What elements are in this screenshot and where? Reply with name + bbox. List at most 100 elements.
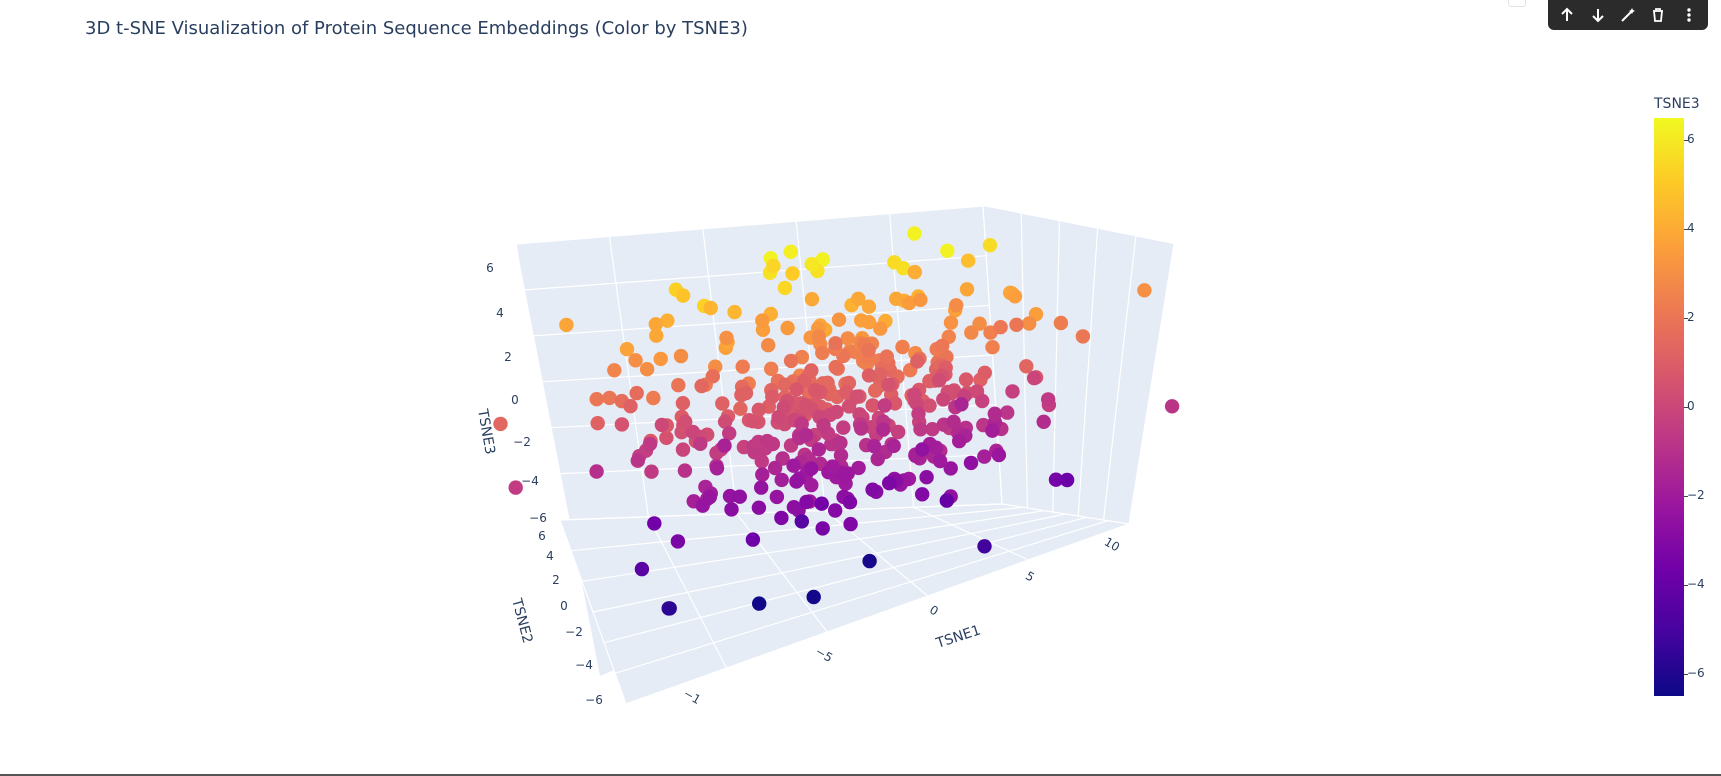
data-point[interactable] <box>815 345 830 361</box>
data-point[interactable] <box>559 317 574 333</box>
data-point[interactable] <box>789 474 804 489</box>
camera-icon[interactable] <box>1508 0 1526 7</box>
data-point[interactable] <box>755 313 770 328</box>
data-point[interactable] <box>975 393 990 409</box>
data-point[interactable] <box>733 401 748 416</box>
data-point[interactable] <box>648 317 663 332</box>
data-point[interactable] <box>1164 399 1180 414</box>
data-point[interactable] <box>1000 405 1015 420</box>
data-point[interactable] <box>891 424 906 440</box>
data-point[interactable] <box>654 417 670 433</box>
data-point[interactable] <box>649 328 664 343</box>
data-point[interactable] <box>705 369 720 384</box>
data-point[interactable] <box>811 329 826 344</box>
data-point[interactable] <box>831 312 847 327</box>
data-point[interactable] <box>943 461 958 476</box>
data-point[interactable] <box>766 258 781 274</box>
data-point[interactable] <box>628 353 643 368</box>
data-point[interactable] <box>828 503 843 518</box>
data-point[interactable] <box>646 390 661 406</box>
data-point[interactable] <box>961 253 976 268</box>
data-point[interactable] <box>709 461 725 476</box>
data-point[interactable] <box>982 238 998 253</box>
data-point[interactable] <box>806 589 821 605</box>
data-point[interactable] <box>767 460 783 476</box>
data-point[interactable] <box>833 448 849 463</box>
data-point[interactable] <box>589 464 604 479</box>
data-point[interactable] <box>868 383 883 398</box>
data-point[interactable] <box>703 300 718 316</box>
data-point[interactable] <box>732 489 747 504</box>
move-up-button[interactable] <box>1554 2 1580 28</box>
data-point[interactable] <box>751 402 766 417</box>
data-point[interactable] <box>949 298 964 313</box>
data-point[interactable] <box>693 436 708 451</box>
data-point[interactable] <box>854 313 869 328</box>
data-point[interactable] <box>861 368 877 383</box>
data-point[interactable] <box>1005 384 1020 399</box>
data-point[interactable] <box>1019 359 1034 374</box>
data-point[interactable] <box>607 363 622 378</box>
data-point[interactable] <box>685 424 700 440</box>
data-point[interactable] <box>508 480 523 495</box>
data-point[interactable] <box>673 348 689 364</box>
data-point[interactable] <box>777 280 793 296</box>
data-point[interactable] <box>662 601 677 616</box>
data-point[interactable] <box>715 396 730 411</box>
data-point[interactable] <box>677 463 693 478</box>
data-point[interactable] <box>717 414 733 429</box>
data-point[interactable] <box>851 291 866 306</box>
data-point[interactable] <box>764 361 779 376</box>
data-point[interactable] <box>660 313 675 328</box>
data-point[interactable] <box>774 472 789 488</box>
data-point[interactable] <box>765 389 780 404</box>
data-point[interactable] <box>675 288 691 303</box>
data-point[interactable] <box>977 365 992 380</box>
data-point[interactable] <box>935 338 950 354</box>
data-point[interactable] <box>877 398 892 413</box>
data-point[interactable] <box>915 487 930 502</box>
data-point[interactable] <box>752 596 767 611</box>
data-point[interactable] <box>804 292 820 307</box>
data-point[interactable] <box>675 396 691 411</box>
data-point[interactable] <box>911 406 926 421</box>
data-point[interactable] <box>854 421 869 436</box>
data-point[interactable] <box>745 532 761 547</box>
data-point[interactable] <box>814 496 829 511</box>
data-point[interactable] <box>907 387 922 402</box>
more-button[interactable] <box>1676 2 1702 28</box>
data-point[interactable] <box>977 539 992 554</box>
data-point[interactable] <box>841 399 857 414</box>
data-point[interactable] <box>751 500 767 515</box>
data-point[interactable] <box>825 459 840 474</box>
data-point[interactable] <box>851 460 866 476</box>
data-point[interactable] <box>932 373 947 388</box>
data-point[interactable] <box>915 442 930 457</box>
data-point[interactable] <box>761 338 776 353</box>
data-point[interactable] <box>776 400 791 415</box>
data-point[interactable] <box>873 321 888 336</box>
data-point[interactable] <box>670 534 686 549</box>
data-point[interactable] <box>738 385 754 401</box>
data-point[interactable] <box>865 398 880 413</box>
data-point[interactable] <box>833 435 848 451</box>
data-point[interactable] <box>866 439 882 454</box>
data-point[interactable] <box>865 482 880 497</box>
data-point[interactable] <box>722 426 737 441</box>
data-point[interactable] <box>702 489 717 505</box>
data-point[interactable] <box>879 349 894 364</box>
data-point[interactable] <box>789 382 804 397</box>
data-point[interactable] <box>815 252 830 267</box>
data-point[interactable] <box>804 477 819 493</box>
data-point[interactable] <box>623 399 638 414</box>
data-point[interactable] <box>786 458 801 473</box>
data-point[interactable] <box>493 416 508 432</box>
data-point[interactable] <box>886 438 901 454</box>
data-point[interactable] <box>829 404 844 420</box>
data-point[interactable] <box>862 553 877 569</box>
data-point[interactable] <box>881 377 896 392</box>
data-point[interactable] <box>783 353 799 369</box>
data-point[interactable] <box>719 330 734 346</box>
data-point[interactable] <box>754 480 769 495</box>
